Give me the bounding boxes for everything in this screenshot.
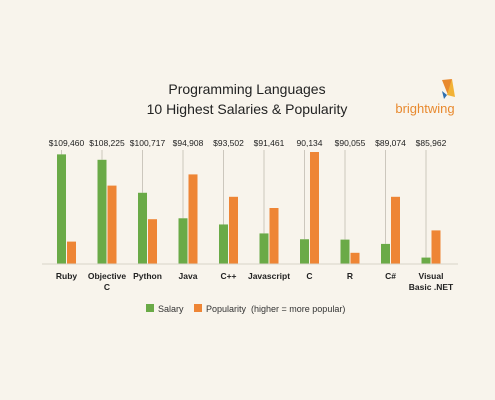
popularity-bar-java	[188, 174, 198, 264]
category-label-visual-basic-net: Visual Basic .NET	[409, 271, 454, 292]
popularity-bar-objective-c	[107, 185, 117, 264]
brightwing-logo: brightwing	[395, 79, 455, 116]
salary-value-label-visual-basic-net: $85,962	[416, 138, 447, 148]
salary-bar-c	[300, 239, 309, 264]
chart-subtitle: 10 Highest Salaries & Popularity	[147, 101, 348, 117]
salary-value-label-c: $89,074	[375, 138, 406, 148]
value-leader-lines	[61, 150, 427, 258]
popularity-bar-c	[310, 152, 319, 264]
salary-value-label-python: $100,717	[130, 138, 166, 148]
salary-bar-java	[178, 218, 188, 264]
category-label-c: C	[306, 271, 312, 281]
salary-value-label-ruby: $109,460	[49, 138, 85, 148]
salary-bar-r	[340, 239, 350, 264]
popularity-bar-ruby	[67, 241, 76, 264]
salary-value-label-c: 90,134	[297, 138, 323, 148]
salary-value-label-r: $90,055	[335, 138, 366, 148]
salary-bar-c	[219, 224, 228, 264]
popularity-bar-r	[350, 252, 360, 264]
value-labels: $109,460 $108,225 $100,717 $94,908 $93,502 $9…	[49, 138, 447, 148]
brightwing-logo-icon	[442, 79, 455, 99]
salary-value-label-objective-c: $108,225	[89, 138, 125, 148]
legend-popularity-swatch	[194, 304, 202, 312]
salary-bar-python	[138, 192, 147, 264]
salary-bar-visual-basic-net	[421, 257, 431, 264]
category-label-c: C#	[385, 271, 396, 281]
popularity-bar-c	[391, 196, 400, 264]
category-label-r: R	[347, 271, 353, 281]
legend: Salary Popularity (higher = more popular…	[146, 304, 345, 314]
legend-salary-label: Salary	[158, 304, 184, 314]
category-label-ruby: Ruby	[56, 271, 78, 281]
legend-salary-swatch	[146, 304, 154, 312]
popularity-bar-visual-basic-net	[431, 230, 441, 264]
category-label-javascript: Javascript	[248, 271, 290, 281]
legend-popularity-label: Popularity (higher = more popular)	[206, 304, 345, 314]
popularity-bar-c	[229, 196, 238, 264]
salary-value-label-c: $93,502	[213, 138, 244, 148]
popularity-bar-python	[148, 219, 157, 264]
chart-title: Programming Languages	[168, 81, 325, 97]
popularity-bar-javascript	[269, 208, 279, 264]
salary-value-label-java: $94,908	[173, 138, 204, 148]
category-label-objective-c: Objective C	[88, 271, 127, 292]
logo-text: brightwing	[395, 101, 454, 116]
salary-bar-objective-c	[97, 159, 107, 264]
category-labels: Ruby Objective C Python Java C++ Javascript C R C…	[56, 271, 454, 292]
category-label-c: C++	[220, 271, 236, 281]
category-label-java: Java	[179, 271, 198, 281]
bars	[57, 152, 441, 264]
category-label-python: Python	[133, 271, 162, 281]
salary-value-label-javascript: $91,461	[254, 138, 285, 148]
salary-bar-c	[381, 243, 390, 264]
salary-bar-javascript	[259, 233, 269, 264]
salary-bar-ruby	[57, 154, 66, 264]
